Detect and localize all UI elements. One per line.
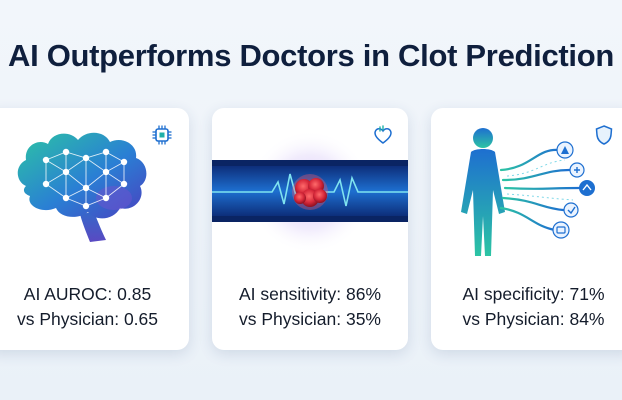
ai-specificity-text: AI specificity: 71%	[462, 284, 605, 304]
auroc-card: AI AUROC: 0.85 vs Physician: 0.65	[0, 108, 189, 350]
neural-brain-illustration	[17, 132, 147, 242]
ai-auroc-text: AI AUROC: 0.85	[23, 284, 152, 304]
page-title: AI Outperforms Doctors in Clot Predictio…	[7, 38, 615, 73]
human-figure-signals-illustration	[461, 128, 595, 256]
heart-icon	[374, 125, 392, 144]
specificity-card: AI specificity: 71% vs Physician: 84%	[431, 108, 622, 350]
physician-specificity-text: vs Physician: 84%	[462, 309, 605, 329]
sensitivity-card: AI sensitivity: 86% vs Physician: 35%	[212, 108, 408, 350]
ai-sensitivity-text: AI sensitivity: 86%	[239, 284, 381, 304]
physician-auroc-text: vs Physician: 0.65	[16, 309, 159, 329]
shield-icon	[595, 125, 613, 145]
chip-icon	[152, 125, 172, 145]
blood-vessel-clot-illustration	[212, 130, 408, 254]
physician-sensitivity-text: vs Physician: 35%	[238, 309, 381, 329]
